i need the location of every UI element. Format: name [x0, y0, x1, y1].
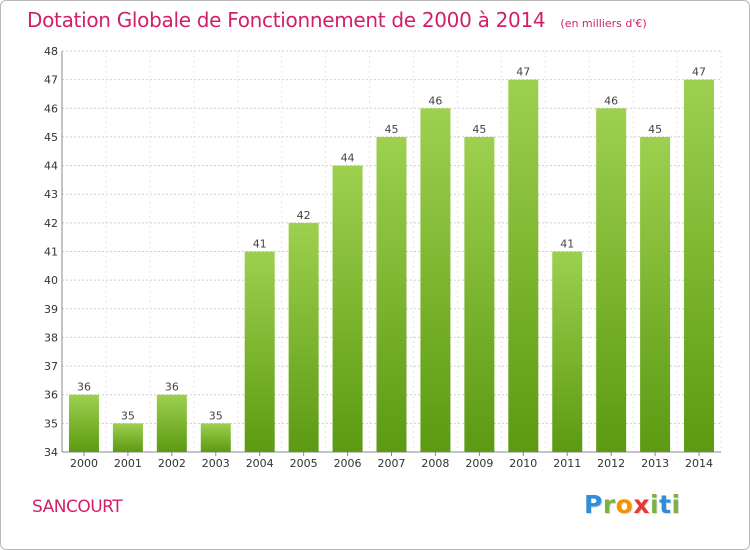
logo-letter: x	[633, 490, 650, 519]
x-tick-label: 2012	[597, 457, 625, 470]
x-tick-label: 2003	[202, 457, 230, 470]
x-tick-label: 2013	[641, 457, 669, 470]
y-tick-label: 38	[44, 331, 58, 344]
y-tick-label: 42	[44, 217, 58, 230]
x-tick-label: 2002	[158, 457, 186, 470]
logo-letter: t	[659, 490, 672, 519]
x-tick-label: 2006	[334, 457, 362, 470]
y-tick-label: 41	[44, 246, 58, 259]
bar	[508, 79, 539, 453]
data-label: 42	[297, 209, 311, 222]
bar	[68, 394, 99, 452]
y-tick-label: 44	[44, 160, 58, 173]
y-tick-label: 43	[44, 188, 58, 201]
bar	[288, 222, 319, 452]
data-label: 35	[121, 409, 135, 422]
title-row: Dotation Globale de Fonctionnement de 20…	[27, 8, 647, 32]
logo-letter: i	[650, 490, 660, 519]
y-tick-label: 35	[44, 417, 58, 430]
data-label: 47	[516, 66, 530, 79]
x-tick-label: 2005	[290, 457, 318, 470]
data-label: 36	[77, 381, 91, 394]
data-label: 46	[604, 94, 618, 107]
y-tick-label: 46	[44, 102, 58, 115]
bar	[552, 251, 583, 452]
logo-letter: o	[615, 490, 634, 519]
bar	[640, 136, 671, 452]
bar	[156, 394, 187, 452]
data-label: 44	[341, 152, 355, 165]
data-label: 45	[472, 123, 486, 136]
x-tick-label: 2011	[553, 457, 581, 470]
x-tick-label: 2008	[421, 457, 449, 470]
x-tick-label: 2000	[70, 457, 98, 470]
bar	[376, 136, 407, 452]
chart-title: Dotation Globale de Fonctionnement de 20…	[27, 8, 546, 32]
y-tick-label: 39	[44, 303, 58, 316]
y-tick-label: 36	[44, 389, 58, 402]
y-tick-label: 48	[44, 45, 58, 58]
y-tick-label: 45	[44, 131, 58, 144]
data-label: 45	[385, 123, 399, 136]
commune-name: SANCOURT	[32, 497, 123, 517]
bar	[332, 165, 363, 453]
data-label: 47	[692, 66, 706, 79]
x-tick-label: 2001	[114, 457, 142, 470]
bar	[200, 423, 231, 452]
y-tick-label: 37	[44, 360, 58, 373]
y-tick-label: 47	[44, 74, 58, 87]
bar	[464, 136, 495, 452]
data-label: 41	[253, 238, 267, 251]
bar	[420, 108, 451, 453]
y-tick-label: 40	[44, 274, 58, 287]
bar	[684, 79, 715, 453]
bar	[244, 251, 275, 452]
x-tick-label: 2014	[685, 457, 713, 470]
x-tick-label: 2007	[378, 457, 406, 470]
x-tick-label: 2009	[465, 457, 493, 470]
bar	[112, 423, 143, 452]
logo-letter: r	[602, 490, 616, 519]
y-tick-label: 34	[44, 446, 58, 459]
x-tick-label: 2010	[509, 457, 537, 470]
data-label: 36	[165, 381, 179, 394]
x-tick-label: 2004	[246, 457, 274, 470]
logo-letter: i	[671, 490, 681, 519]
chart-unit: (en milliers d'€)	[560, 17, 647, 30]
logo-letter: P	[584, 490, 603, 519]
data-label: 35	[209, 409, 223, 422]
bar	[596, 108, 627, 453]
proxiti-logo[interactable]: Proxiti	[584, 490, 681, 519]
data-label: 46	[428, 94, 442, 107]
data-label: 41	[560, 238, 574, 251]
data-label: 45	[648, 123, 662, 136]
